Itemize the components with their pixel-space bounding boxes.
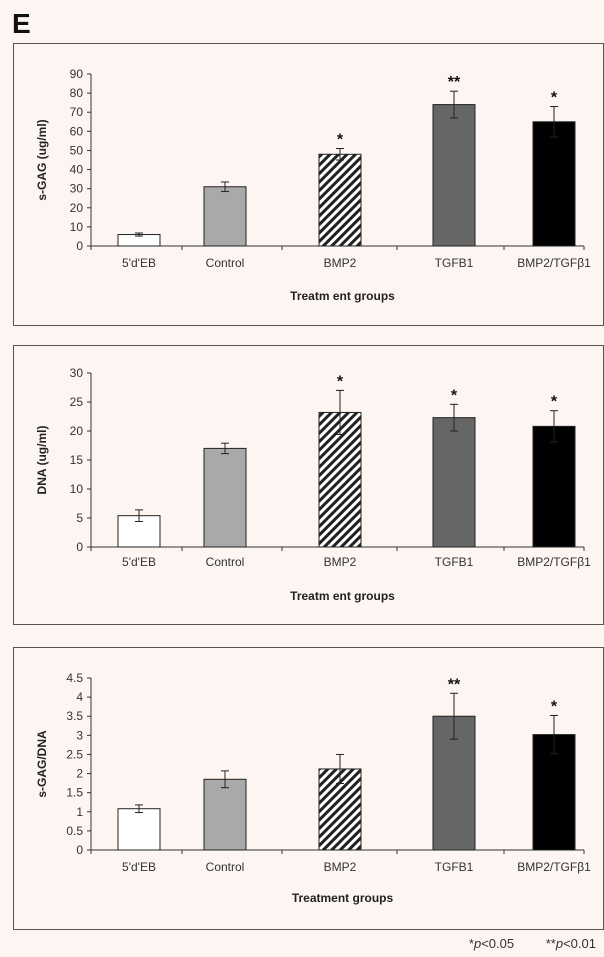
x-tick-label-bmp2: BMP2 [324,256,357,270]
y-tick-label: 1 [76,805,83,819]
bar-control [203,778,247,851]
x-tick-label-control: Control [206,555,245,569]
significance-marker-tgfb1: * [451,387,458,404]
significance-marker-tgfb1: ** [448,74,461,91]
significance-marker-bmp2-tgfb1: * [551,89,558,106]
y-tick-label: 3.5 [66,709,83,723]
error-bar-tgfb1 [450,403,458,432]
error-bar-eb [135,509,143,522]
bar-tgfb1 [432,104,476,247]
y-tick-label: 80 [70,86,84,100]
y-tick-label: 0.5 [66,824,83,838]
dna-chart: 0 5 10 15 20 25 30 5'd'EB Control * BMP2 * TGFB1 * BMP… [35,366,591,603]
y-tick-label: 1.5 [66,786,83,800]
error-bar-control [221,770,229,789]
error-bar-bmp2 [336,389,344,435]
error-bar-eb [135,804,143,814]
error-bar-bmp2 [336,753,344,784]
error-bar-bmp2 [336,148,344,161]
y-tick-label: 20 [70,424,84,438]
error-bar-bmp2-tgfb1 [550,410,558,443]
x-tick-label-bmp2: BMP2 [324,555,357,569]
x-axis-title: Treatm ent groups [290,589,395,603]
sgag-chart: 0 10 20 30 40 50 60 70 80 90 5'd'EB Control * BMP2 ** T… [35,67,591,303]
error-bar-bmp2-tgfb1 [550,105,558,138]
y-tick-label: 4.5 [66,671,83,685]
significance-marker-bmp2-tgfb1: * [551,698,558,715]
y-tick-label: 2 [76,767,83,781]
y-axis-title: s-GAG (ug/ml) [35,119,49,200]
x-axis-title: Treatm ent groups [290,289,395,303]
bar-tgfb1 [432,417,476,548]
y-tick-label: 70 [70,105,84,119]
y-tick-label: 10 [70,482,84,496]
x-tick-label-bmp2-tgfb1: BMP2/TGFβ1 [517,256,591,270]
bar-eb [117,808,161,851]
y-tick-label: 3 [76,728,83,742]
footnote-p05: *p<0.05 [468,936,515,951]
y-tick-label: 10 [70,220,84,234]
significance-marker-bmp2-tgfb1: * [551,394,558,411]
sgag-dna-ratio-chart-panel: 0 0.5 1 1.5 2 2.5 3 3.5 4 4.5 5'd'EB Control BMP2 ** T… [13,647,604,930]
x-axis-title: Treatment groups [292,891,394,905]
y-tick-label: 30 [70,366,84,380]
bar-bmp2-tgfb1 [532,121,576,247]
y-tick-label: 15 [70,453,84,467]
y-tick-label: 5 [76,511,83,525]
y-tick-label: 25 [70,395,84,409]
y-tick-label: 2.5 [66,747,83,761]
bar-bmp2 [318,153,362,247]
x-tick-label-eb: 5'd'EB [122,555,156,569]
y-tick-label: 0 [76,843,83,857]
sgag-chart-panel: 0 10 20 30 40 50 60 70 80 90 5'd'EB Control * BMP2 ** T… [13,43,604,326]
x-tick-label-control: Control [206,256,245,270]
y-tick-label: 0 [76,239,83,253]
y-tick-label: 50 [70,143,84,157]
bar-control [203,447,247,548]
error-bar-tgfb1 [450,90,458,119]
y-tick-label: 40 [70,163,84,177]
x-tick-label-bmp2-tgfb1: BMP2/TGFβ1 [517,860,591,874]
x-tick-label-control: Control [206,860,245,874]
significance-marker-bmp2: * [337,373,344,390]
error-bar-eb [135,232,143,237]
x-tick-label-tgfb1: TGFB1 [435,555,474,569]
x-tick-label-tgfb1: TGFB1 [435,256,474,270]
error-bar-bmp2-tgfb1 [550,714,558,755]
y-tick-label: 20 [70,201,84,215]
y-axis-title: s-GAG/DNA [35,730,49,798]
sgag-dna-ratio-chart: 0 0.5 1 1.5 2 2.5 3 3.5 4 4.5 5'd'EB Control BMP2 ** T… [35,671,591,905]
x-tick-label-bmp2-tgfb1: BMP2/TGFβ1 [517,555,591,569]
y-tick-label: 0 [76,540,83,554]
y-tick-label: 4 [76,690,83,704]
panel-label: E [12,8,31,39]
x-tick-label-eb: 5'd'EB [122,860,156,874]
error-bar-control [221,442,229,455]
dna-chart-panel: 0 5 10 15 20 25 30 5'd'EB Control * BMP2 * TGFB1 * BMP… [13,345,604,625]
y-axis-title: DNA (ug/ml) [35,426,49,495]
significance-marker-tgfb1: ** [448,676,461,693]
y-tick-label: 30 [70,182,84,196]
bar-bmp2-tgfb1 [532,425,576,548]
significance-marker-bmp2: * [337,132,344,149]
error-bar-control [221,181,229,193]
bar-control [203,186,247,247]
x-tick-label-eb: 5'd'EB [122,256,156,270]
error-bar-tgfb1 [450,692,458,740]
footnote-p01: **p<0.01 [545,936,596,951]
y-tick-label: 90 [70,67,84,81]
y-tick-label: 60 [70,124,84,138]
x-tick-label-tgfb1: TGFB1 [435,860,474,874]
significance-footnote: *p<0.05 **p<0.01 [441,936,596,951]
x-tick-label-bmp2: BMP2 [324,860,357,874]
